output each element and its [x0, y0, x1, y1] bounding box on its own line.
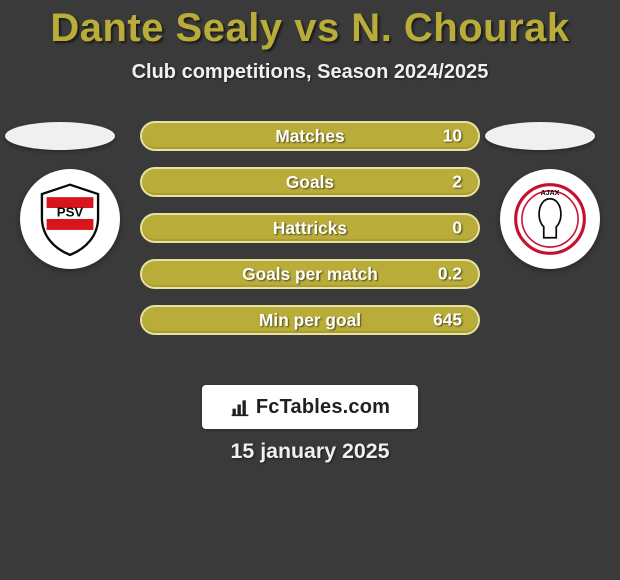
stat-label: Goals — [142, 169, 478, 195]
player-right-crest: AJAX — [500, 169, 600, 269]
player-left-crest: PSV — [20, 169, 120, 269]
stat-label: Matches — [142, 123, 478, 149]
svg-text:PSV: PSV — [57, 205, 84, 220]
player-right-ellipse — [485, 122, 595, 150]
brand-badge: FcTables.com — [202, 385, 418, 429]
stat-value: 0.2 — [438, 264, 462, 285]
stat-label: Goals per match — [142, 261, 478, 287]
stat-value: 645 — [433, 310, 462, 331]
subtitle: Club competitions, Season 2024/2025 — [0, 61, 620, 84]
stat-value: 0 — [452, 218, 462, 239]
psv-badge-icon: PSV — [31, 180, 109, 258]
player-left-ellipse — [5, 122, 115, 150]
page-title: Dante Sealy vs N. Chourak — [0, 0, 620, 51]
stat-row: Goals2 — [140, 167, 480, 197]
stat-row: Goals per match0.2 — [140, 259, 480, 289]
brand-text: FcTables.com — [256, 396, 390, 419]
bar-chart-icon — [230, 397, 250, 417]
stat-row: Matches10 — [140, 121, 480, 151]
stat-value: 2 — [452, 172, 462, 193]
stats-rows: Matches10 Goals2 Hattricks0 Goals per match… — [140, 121, 480, 335]
date-text: 15 january 2025 — [0, 439, 620, 464]
stat-label: Hattricks — [142, 215, 478, 241]
svg-text:AJAX: AJAX — [541, 190, 560, 197]
stat-value: 10 — [443, 126, 462, 147]
stat-label: Min per goal — [142, 307, 478, 333]
stat-row: Hattricks0 — [140, 213, 480, 243]
stat-row: Min per goal645 — [140, 305, 480, 335]
ajax-badge-icon: AJAX — [511, 180, 589, 258]
